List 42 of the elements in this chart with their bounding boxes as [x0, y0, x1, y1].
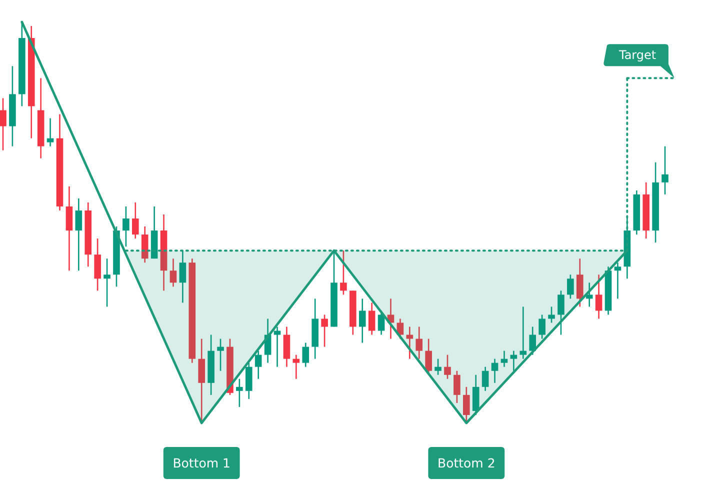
candlestick — [500, 350, 508, 368]
candlestick — [217, 338, 224, 372]
candlestick — [529, 326, 536, 356]
candlestick — [358, 298, 366, 344]
candlestick — [0, 98, 6, 151]
candlestick — [586, 282, 593, 308]
candlestick — [75, 198, 82, 272]
candlestick — [302, 342, 310, 368]
candlestick — [462, 386, 470, 424]
candlestick — [274, 326, 281, 368]
candlestick — [614, 262, 622, 300]
candlestick — [104, 258, 110, 308]
candlestick — [548, 306, 555, 324]
candlestick — [122, 206, 130, 248]
candlestick — [662, 146, 668, 196]
candlestick — [179, 250, 186, 304]
candlestick — [520, 306, 527, 360]
candlestick — [558, 290, 564, 336]
text: Bottom 2 — [438, 456, 496, 470]
ref-line-label: Target — [618, 48, 656, 62]
candlestick — [368, 302, 376, 336]
candlestick — [292, 354, 300, 380]
candlestick — [454, 370, 460, 404]
candlestick — [510, 350, 518, 372]
candlestick — [567, 274, 574, 300]
candlestick — [254, 350, 262, 380]
candlestick — [236, 378, 243, 408]
candlestick — [170, 258, 177, 288]
candlestick — [595, 274, 602, 320]
candlestick — [416, 326, 423, 360]
text: Bottom 1 — [172, 456, 230, 470]
candlestick — [434, 358, 442, 376]
candlestick — [321, 314, 328, 348]
candlestick — [444, 354, 451, 380]
candlestick — [538, 314, 546, 340]
candlestick — [132, 202, 139, 240]
candlestick — [46, 118, 54, 147]
candlestick — [378, 310, 385, 336]
candlestick — [491, 358, 498, 384]
candlestick — [406, 326, 414, 360]
candlestick — [482, 366, 489, 392]
candlestick — [340, 250, 347, 296]
